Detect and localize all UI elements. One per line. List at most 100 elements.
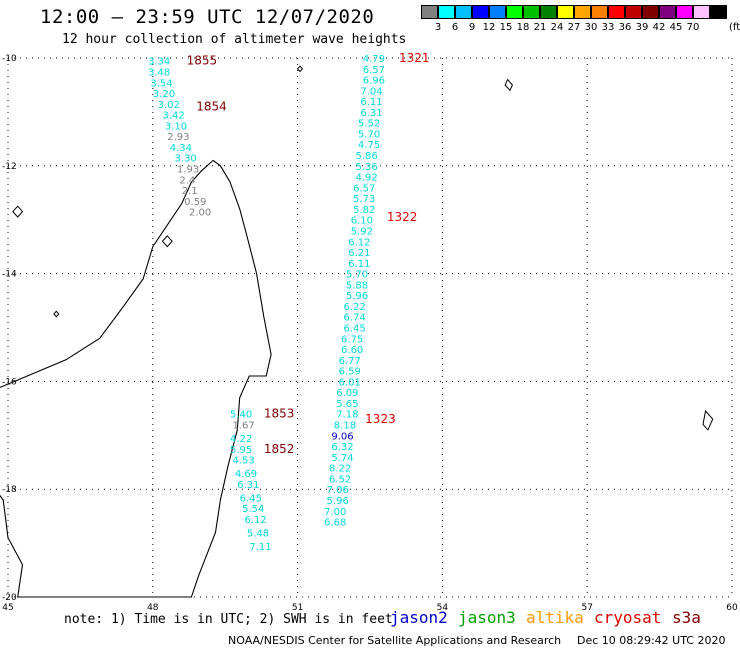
color-scale-swatch bbox=[591, 5, 608, 19]
wave-height-value: 4.22 bbox=[230, 434, 252, 445]
color-scale-swatch bbox=[506, 5, 523, 19]
color-scale-label: 42 bbox=[652, 22, 666, 33]
legend-item-cryosat: cryosat bbox=[594, 608, 662, 627]
color-scale-swatch bbox=[489, 5, 506, 19]
wave-height-value: 5.40 bbox=[230, 410, 252, 421]
wave-height-value: 3.20 bbox=[153, 89, 175, 100]
legend-item-s3a: s3a bbox=[672, 608, 701, 627]
coastline-island bbox=[12, 205, 24, 218]
color-scale-swatch bbox=[710, 5, 727, 19]
lat-tick-label: -12 bbox=[2, 162, 17, 172]
color-scale-swatch bbox=[642, 5, 659, 19]
wave-height-value: 6.11 bbox=[360, 97, 382, 108]
color-scale-label: 18 bbox=[516, 22, 530, 33]
pass-time-label: 1321 bbox=[399, 51, 430, 65]
wave-height-value: 6.96 bbox=[363, 76, 385, 87]
wave-height-value: 6.21 bbox=[348, 248, 370, 259]
color-scale-swatch bbox=[421, 5, 438, 19]
color-scale-label: 15 bbox=[499, 22, 513, 33]
color-scale-label: 24 bbox=[550, 22, 564, 33]
wave-height-value: 5.52 bbox=[358, 119, 380, 130]
wave-height-value: 4.75 bbox=[358, 140, 380, 151]
color-scale-label: 36 bbox=[618, 22, 632, 33]
timestamp-text: Dec 10 08:29:42 UTC 2020 bbox=[577, 634, 726, 647]
wave-height-value: 2.1 bbox=[182, 186, 198, 197]
color-scale-swatch bbox=[659, 5, 676, 19]
wave-height-value: 4.92 bbox=[356, 173, 378, 184]
wave-height-value: 5.96 bbox=[346, 291, 368, 302]
wave-height-value: 4.69 bbox=[235, 469, 257, 480]
color-scale-swatch bbox=[557, 5, 574, 19]
color-scale-swatch bbox=[676, 5, 693, 19]
lat-tick-label: -10 bbox=[2, 54, 17, 64]
wave-height-value: 2.00 bbox=[189, 208, 211, 219]
wave-height-value: 6.31 bbox=[237, 480, 259, 491]
wave-height-value: 7.18 bbox=[336, 410, 358, 421]
wave-height-value: 5.82 bbox=[353, 205, 375, 216]
color-scale-swatch bbox=[438, 5, 455, 19]
wave-height-value: 7.11 bbox=[249, 542, 271, 553]
wave-height-value: 6.31 bbox=[360, 108, 382, 119]
color-scale-swatch bbox=[574, 5, 591, 19]
wave-height-value: 5.96 bbox=[327, 496, 349, 507]
legend-item-jason2: jason2 bbox=[390, 608, 448, 627]
coastline-island bbox=[161, 235, 173, 248]
wave-height-value: 5.88 bbox=[346, 280, 368, 291]
legend-item-jason3: jason3 bbox=[458, 608, 516, 627]
wave-height-value: 6.01 bbox=[339, 377, 361, 388]
coastline-island bbox=[504, 78, 513, 92]
map-axes: 45 48 51 54 57 60 -10 -12 -14 -16 -18 -20 bbox=[2, 54, 738, 613]
wave-height-value: 7.00 bbox=[324, 507, 346, 518]
lon-tick-label: 48 bbox=[147, 603, 159, 613]
coastline bbox=[0, 65, 714, 598]
wave-height-value: 3.02 bbox=[158, 100, 180, 111]
wave-height-value: 0.59 bbox=[184, 197, 206, 208]
note-text: note: 1) Time is in UTC; 2) SWH is in fe… bbox=[64, 612, 393, 627]
color-scale-label: 39 bbox=[635, 22, 649, 33]
wave-height-value: 5.86 bbox=[356, 151, 378, 162]
color-scale-swatch bbox=[693, 5, 710, 19]
wave-height-value: 6.57 bbox=[353, 183, 375, 194]
wave-height-value: 6.68 bbox=[324, 518, 346, 529]
color-scale-label: 30 bbox=[584, 22, 598, 33]
color-scale-label: 33 bbox=[601, 22, 615, 33]
lon-tick-label: 51 bbox=[292, 603, 303, 613]
wave-height-value: 1.93 bbox=[177, 164, 199, 175]
lon-tick-label: 60 bbox=[726, 603, 738, 613]
wave-height-value: 5.70 bbox=[358, 129, 380, 140]
lon-tick-label: 54 bbox=[437, 603, 449, 613]
wave-height-value: 5.36 bbox=[356, 162, 378, 173]
color-scale-swatch bbox=[523, 5, 540, 19]
wave-height-value: 7.04 bbox=[360, 86, 382, 97]
wave-height-value: 4.79 bbox=[363, 54, 385, 65]
wave-height-value: 5.95 bbox=[230, 445, 252, 456]
wave-height-value: 6.74 bbox=[343, 313, 365, 324]
wave-height-value: 6.77 bbox=[339, 356, 361, 367]
wave-height-value: 1.67 bbox=[232, 421, 254, 432]
wave-height-value: 2.93 bbox=[167, 132, 189, 143]
color-scale-label: 21 bbox=[533, 22, 547, 33]
wave-height-value: 4.34 bbox=[170, 143, 192, 154]
pass-time-label: 1322 bbox=[387, 210, 418, 224]
wave-height-value: 5.54 bbox=[242, 504, 264, 515]
color-scale-swatch bbox=[472, 5, 489, 19]
wave-height-value: 5.74 bbox=[331, 453, 353, 464]
wave-height-value: 3.42 bbox=[162, 111, 184, 122]
color-scale-swatch bbox=[608, 5, 625, 19]
wave-height-value: 6.57 bbox=[363, 65, 385, 76]
wave-height-value: 5.70 bbox=[346, 270, 368, 281]
page-subtitle: 12 hour collection of altimeter wave hei… bbox=[62, 32, 407, 47]
lat-tick-label: -18 bbox=[2, 485, 17, 495]
lon-tick-label: 45 bbox=[2, 603, 13, 613]
wave-height-value: 6.60 bbox=[341, 345, 363, 356]
color-scale-label: 45 bbox=[669, 22, 683, 33]
credit-text: NOAA/NESDIS Center for Satellite Applica… bbox=[228, 634, 562, 647]
color-scale-swatch bbox=[455, 5, 472, 19]
pass-time-label: 1854 bbox=[196, 100, 227, 114]
wave-height-value: 2.4 bbox=[179, 175, 195, 186]
wave-height-value: 3.30 bbox=[175, 154, 197, 165]
lat-tick-label: -16 bbox=[2, 377, 17, 387]
wave-height-value: 9.06 bbox=[331, 431, 353, 442]
wave-height-value: 6.59 bbox=[339, 367, 361, 378]
